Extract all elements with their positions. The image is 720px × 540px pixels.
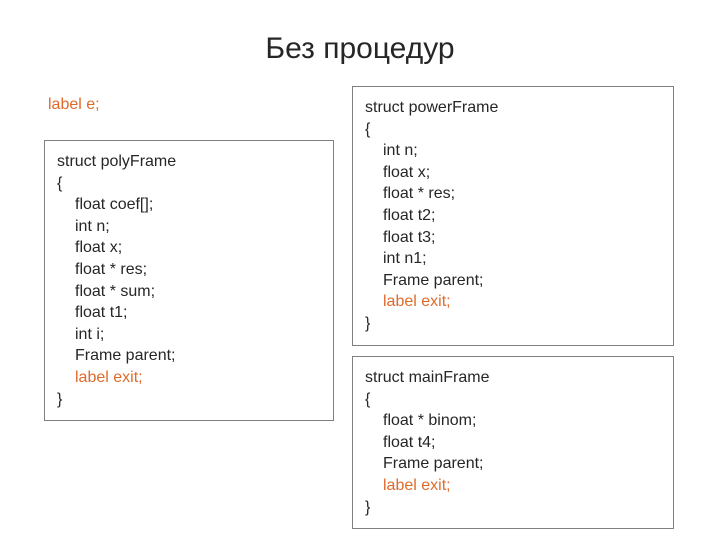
main-line: Frame parent; xyxy=(365,453,483,475)
poly-exit: label exit; xyxy=(57,367,143,389)
poly-line: float * sum; xyxy=(57,281,155,303)
page-title: Без процедур xyxy=(0,32,720,66)
poly-line: int n; xyxy=(57,216,110,238)
poly-line: int i; xyxy=(57,324,104,346)
poly-head: struct polyFrame xyxy=(57,151,321,173)
power-open: { xyxy=(365,119,661,141)
poly-open: { xyxy=(57,173,321,195)
power-exit: label exit; xyxy=(365,291,451,313)
main-open: { xyxy=(365,389,661,411)
main-line: float * binom; xyxy=(365,410,476,432)
main-exit: label exit; xyxy=(365,475,451,497)
power-head: struct powerFrame xyxy=(365,97,661,119)
power-line: float t3; xyxy=(365,227,435,249)
poly-line: float coef[]; xyxy=(57,194,153,216)
poly-line: float t1; xyxy=(57,302,127,324)
poly-line: Frame parent; xyxy=(57,345,175,367)
power-line: int n1; xyxy=(365,248,427,270)
power-line: Frame parent; xyxy=(365,270,483,292)
polyframe-box: struct polyFrame { float coef[]; int n; … xyxy=(44,140,334,421)
power-line: float x; xyxy=(365,162,430,184)
power-line: float * res; xyxy=(365,183,455,205)
poly-line: float * res; xyxy=(57,259,147,281)
main-close: } xyxy=(365,497,661,519)
power-close: } xyxy=(365,313,661,335)
label-e: label e; xyxy=(48,96,100,114)
poly-line: float x; xyxy=(57,237,122,259)
main-head: struct mainFrame xyxy=(365,367,661,389)
powerframe-box: struct powerFrame { int n; float x; floa… xyxy=(352,86,674,346)
power-line: float t2; xyxy=(365,205,435,227)
poly-close: } xyxy=(57,389,321,411)
power-line: int n; xyxy=(365,140,418,162)
mainframe-box: struct mainFrame { float * binom; float … xyxy=(352,356,674,529)
main-line: float t4; xyxy=(365,432,435,454)
